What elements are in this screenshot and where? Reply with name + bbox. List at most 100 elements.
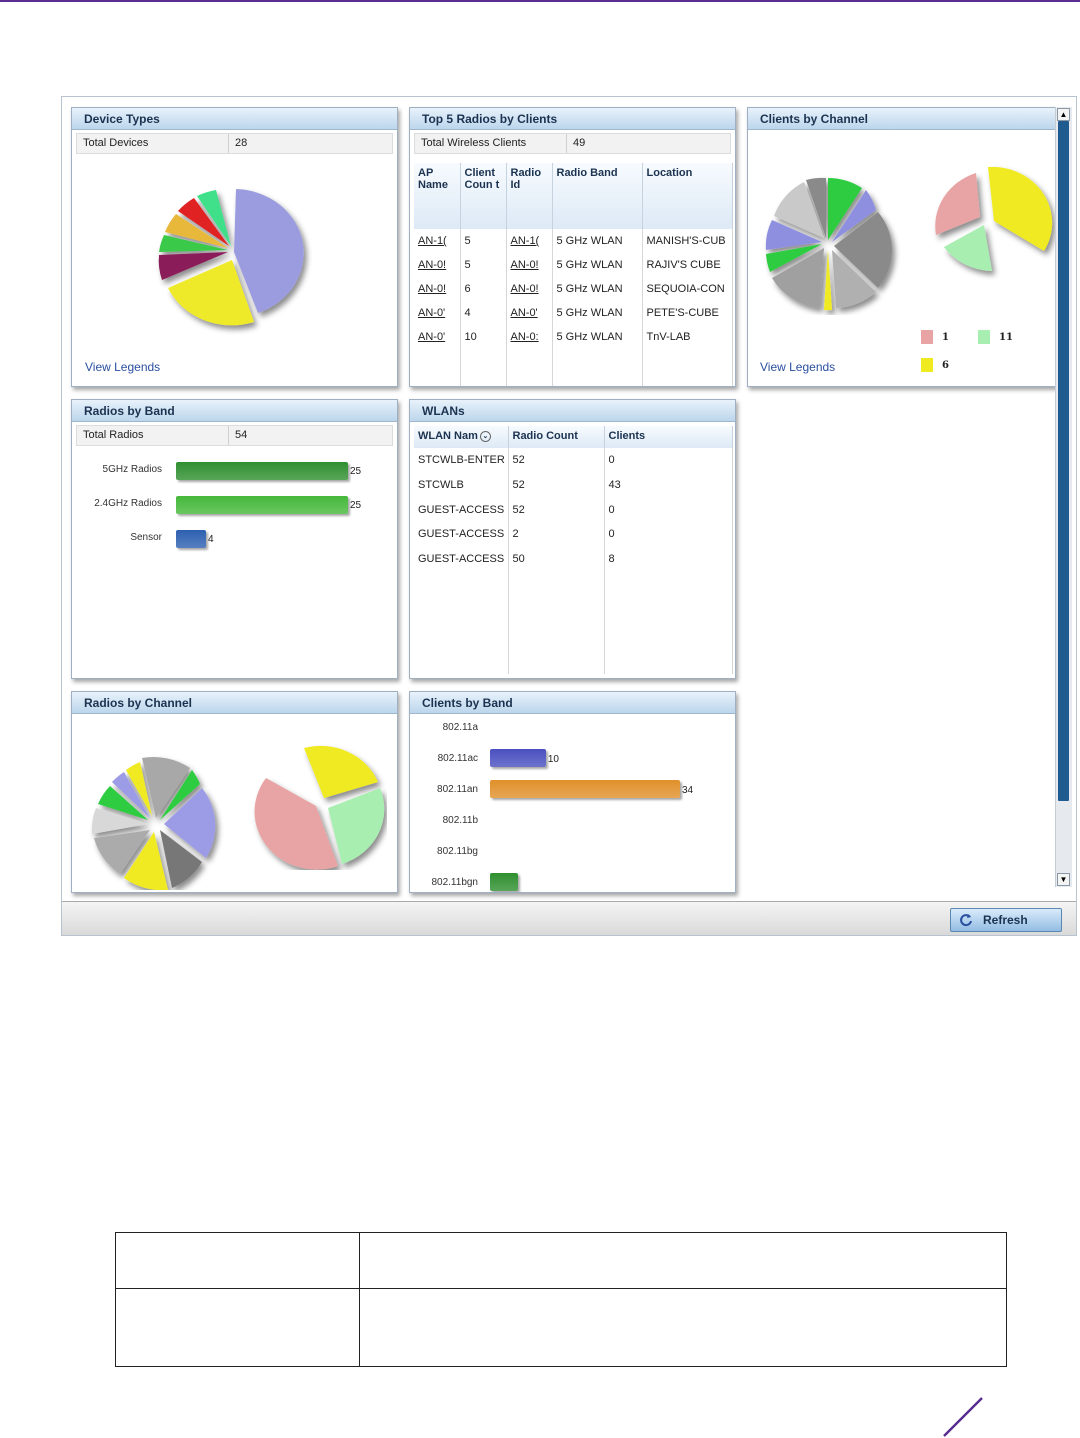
band-bar-label: 5GHz Radios: [102, 464, 162, 475]
doc-cell: [115, 1232, 360, 1289]
scroll-up-icon[interactable]: ▲: [1057, 108, 1070, 121]
device-slice-green: [159, 235, 228, 252]
client-band-bar[interactable]: [490, 873, 518, 891]
document-table: [115, 1232, 1007, 1367]
footer-bar: Refresh: [62, 901, 1076, 935]
band-bar[interactable]: [176, 530, 206, 548]
vertical-scrollbar[interactable]: ▲ ▼: [1055, 107, 1072, 887]
ap-name-link[interactable]: AN-1(: [414, 229, 461, 253]
device-slice-purple: [234, 189, 304, 313]
wlans-table: WLAN Nam ⌄ Radio Count Clients STCWLB-ENT…: [414, 426, 733, 674]
band-bar-value: 4: [208, 534, 214, 545]
col-radio-id[interactable]: Radio Id: [506, 163, 553, 229]
ap-name-link[interactable]: AN-0': [414, 325, 461, 349]
client-band-label: 802.11a: [442, 722, 478, 733]
band-bar[interactable]: [176, 462, 348, 480]
clients-by-channel-title: Clients by Channel: [748, 108, 1055, 130]
radios-by-band-panel: Radios by Band Total Radios 54 5GHz Radi…: [71, 399, 398, 679]
radio-id-link[interactable]: AN-0:: [506, 325, 553, 349]
client-band-value: 34: [682, 785, 694, 796]
client-band-bar[interactable]: [490, 749, 546, 767]
radio-band-cell: 5 GHz WLAN: [552, 253, 643, 277]
scroll-down-icon[interactable]: ▼: [1057, 873, 1070, 886]
table-row: AN-1( 5 AN-1( 5 GHz WLAN MANISH'S-CUB: [414, 229, 733, 253]
total-radios-label: Total Radios: [83, 429, 144, 441]
client-band-label: 802.11bgn: [431, 877, 478, 888]
table-row: AN-0' 4 AN-0' 5 GHz WLAN PETE'S-CUBE: [414, 301, 733, 325]
device-types-panel: Device Types Total Devices 28 View Legen…: [71, 107, 398, 387]
client-band-bar[interactable]: [490, 780, 680, 798]
radio-band-cell: 5 GHz WLAN: [552, 301, 643, 325]
refresh-icon: [960, 914, 972, 927]
band-bar[interactable]: [176, 496, 348, 514]
radios-by-band-title: Radios by Band: [72, 400, 397, 422]
radios-by-channel-pie-chart[interactable]: [84, 750, 234, 890]
table-row[interactable]: STCWLB 52 43: [414, 472, 733, 498]
clients-by-channel-pie-chart[interactable]: [758, 170, 908, 315]
radio-id-link[interactable]: AN-0!: [506, 277, 553, 301]
radios-by-channel-panel: Radios by Channel: [71, 691, 398, 893]
device-slice-yellow: [168, 260, 254, 326]
scroll-thumb[interactable]: [1058, 121, 1069, 801]
wlans-panel: WLANs WLAN Nam ⌄ Radio Count Clients STCW…: [409, 399, 736, 679]
total-wireless-clients-label: Total Wireless Clients: [421, 137, 527, 149]
location-cell: PETE'S-CUBE: [642, 301, 733, 325]
dashboard-window: Device Types Total Devices 28 View Legen…: [61, 96, 1077, 936]
refresh-button[interactable]: Refresh: [950, 908, 1062, 932]
band-bar-label: Sensor: [130, 532, 162, 543]
clients-by-channel-summary-pie[interactable]: [926, 163, 1056, 283]
radio-band-cell: 5 GHz WLAN: [552, 277, 643, 301]
col-location[interactable]: Location: [642, 163, 733, 229]
band-bar-value: 25: [350, 500, 362, 511]
device-slice-teal: [197, 190, 231, 246]
wlans-title: WLANs: [410, 400, 735, 422]
table-row[interactable]: STCWLB-ENTER 52 0: [414, 448, 733, 473]
total-wireless-clients-row: Total Wireless Clients 49: [414, 133, 731, 154]
col-wlan-name[interactable]: WLAN Nam ⌄: [414, 426, 509, 448]
radio-id-link[interactable]: AN-0': [506, 301, 553, 325]
table-row: AN-0! 5 AN-0! 5 GHz WLAN RAJIV'S CUBE: [414, 253, 733, 277]
radio-band-cell: 5 GHz WLAN: [552, 229, 643, 253]
location-cell: TnV-LAB: [642, 325, 733, 349]
client-count-cell: 6: [460, 277, 507, 301]
client-band-value: 10: [547, 754, 559, 765]
total-radios-row: Total Radios 54: [76, 425, 393, 446]
legend-label-1: 1: [942, 332, 949, 343]
col-ap-name[interactable]: AP Name: [414, 163, 461, 229]
client-count-cell: 5: [460, 253, 507, 277]
legend-swatch-1: [921, 330, 933, 344]
ap-name-link[interactable]: AN-0': [414, 301, 461, 325]
device-types-pie-chart[interactable]: [150, 172, 330, 357]
clients-by-band-title: Clients by Band: [410, 692, 735, 714]
radio-band-cell: 5 GHz WLAN: [552, 325, 643, 349]
total-devices-row: Total Devices 28: [76, 133, 393, 154]
col-client-count[interactable]: Client Coun t: [460, 163, 507, 229]
location-cell: RAJIV'S CUBE: [642, 253, 733, 277]
radio-id-link[interactable]: AN-1(: [506, 229, 553, 253]
total-radios-value: 54: [235, 429, 248, 441]
radios-by-channel-summary-pie[interactable]: [252, 740, 387, 870]
col-radio-band[interactable]: Radio Band: [552, 163, 643, 229]
table-row[interactable]: GUEST-ACCESS 52 0: [414, 497, 733, 522]
legend-label-6: 6: [942, 360, 949, 371]
client-band-label: 802.11bg: [437, 846, 478, 857]
sort-icon[interactable]: ⌄: [479, 430, 491, 442]
radio-id-link[interactable]: AN-0!: [506, 253, 553, 277]
client-count-cell: 10: [460, 325, 507, 349]
client-count-cell: 5: [460, 229, 507, 253]
device-types-view-legends-link[interactable]: View Legends: [85, 360, 161, 374]
ap-name-link[interactable]: AN-0!: [414, 253, 461, 277]
total-devices-label: Total Devices: [83, 137, 149, 149]
device-slice-gold: [165, 214, 228, 248]
ap-name-link[interactable]: AN-0!: [414, 277, 461, 301]
page-top-rule: [0, 0, 1080, 2]
col-radio-count[interactable]: Radio Count: [508, 426, 605, 448]
device-slice-maroon: [158, 252, 228, 280]
clients-by-channel-view-legends-link[interactable]: View Legends: [760, 360, 836, 374]
band-bar-value: 25: [350, 466, 362, 477]
col-clients[interactable]: Clients: [604, 426, 733, 448]
table-row[interactable]: GUEST-ACCESS 2 0: [414, 521, 733, 547]
legend-swatch-11: [978, 330, 990, 344]
table-row[interactable]: GUEST-ACCESS 50 8: [414, 546, 733, 572]
client-band-label: 802.11an: [437, 784, 478, 795]
